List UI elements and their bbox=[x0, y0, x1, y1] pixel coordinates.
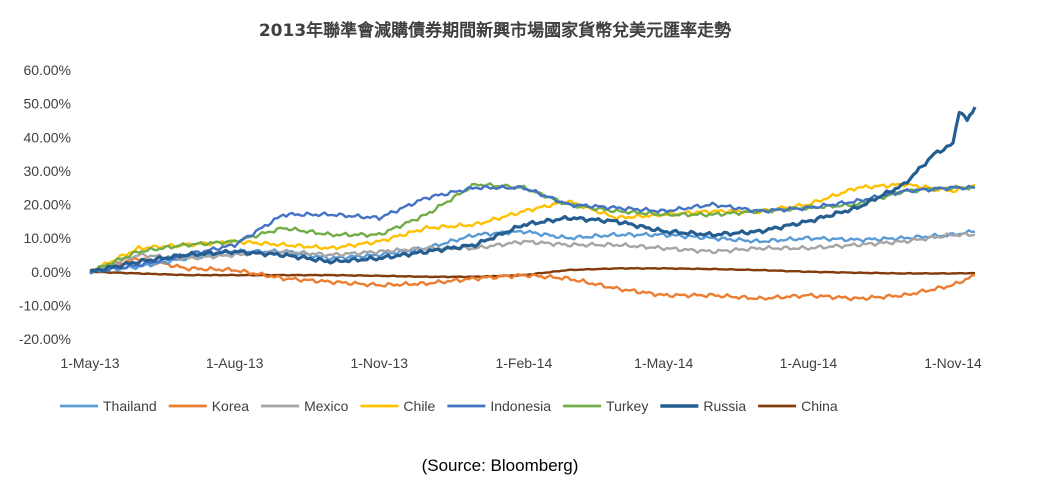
legend-label-indonesia: Indonesia bbox=[490, 398, 551, 414]
x-tick-label: 1-Aug-13 bbox=[206, 355, 264, 371]
legend-label-turkey: Turkey bbox=[606, 398, 648, 414]
legend: Thailand Korea Mexico Chile Indonesia Turkey R… bbox=[60, 398, 838, 414]
legend-label-chile: Chile bbox=[403, 398, 435, 414]
y-tick-label: 20.00% bbox=[24, 197, 71, 213]
series-line-korea bbox=[89, 257, 976, 302]
x-tick-label: 1-May-13 bbox=[60, 355, 119, 371]
series-line-russia bbox=[89, 106, 977, 273]
series-line-indonesia bbox=[89, 184, 976, 275]
series-line-chile bbox=[89, 182, 976, 273]
y-tick-label: -10.00% bbox=[19, 297, 71, 313]
y-tick-label: 40.00% bbox=[24, 129, 71, 145]
legend-label-mexico: Mexico bbox=[304, 398, 349, 414]
x-tick-label: 1-Nov-14 bbox=[924, 355, 982, 371]
legend-label-korea: Korea bbox=[212, 398, 250, 414]
y-tick-label: 10.00% bbox=[24, 230, 71, 246]
legend-label-china: China bbox=[801, 398, 838, 414]
chart-title: 2013年聯準會減購債券期間新興市場國家貨幣兌美元匯率走勢 bbox=[259, 20, 731, 41]
y-tick-label: 30.00% bbox=[24, 163, 71, 179]
legend-label-thailand: Thailand bbox=[103, 398, 157, 414]
source-note: (Source: Bloomberg) bbox=[421, 456, 579, 475]
x-tick-label: 1-Aug-14 bbox=[780, 355, 838, 371]
x-tick-label: 1-May-14 bbox=[634, 355, 693, 371]
y-tick-label: 60.00% bbox=[24, 62, 71, 78]
y-tick-label: -20.00% bbox=[19, 331, 71, 347]
legend-label-russia: Russia bbox=[703, 398, 746, 414]
line-chart: 2013年聯準會減購債券期間新興市場國家貨幣兌美元匯率走勢 60.00% 50.0… bbox=[19, 20, 982, 414]
x-tick-label: 1-Nov-13 bbox=[350, 355, 408, 371]
y-axis: 60.00% 50.00% 40.00% 30.00% 20.00% 10.00% 0.00… bbox=[19, 62, 71, 347]
y-tick-label: 0.00% bbox=[31, 264, 71, 280]
series-line-turkey bbox=[89, 182, 976, 273]
x-axis: 1-May-13 1-Aug-13 1-Nov-13 1-Feb-14 1-May-14… bbox=[60, 355, 982, 371]
x-tick-label: 1-Feb-14 bbox=[495, 355, 552, 371]
y-tick-label: 50.00% bbox=[24, 96, 71, 112]
series-lines bbox=[89, 106, 977, 302]
